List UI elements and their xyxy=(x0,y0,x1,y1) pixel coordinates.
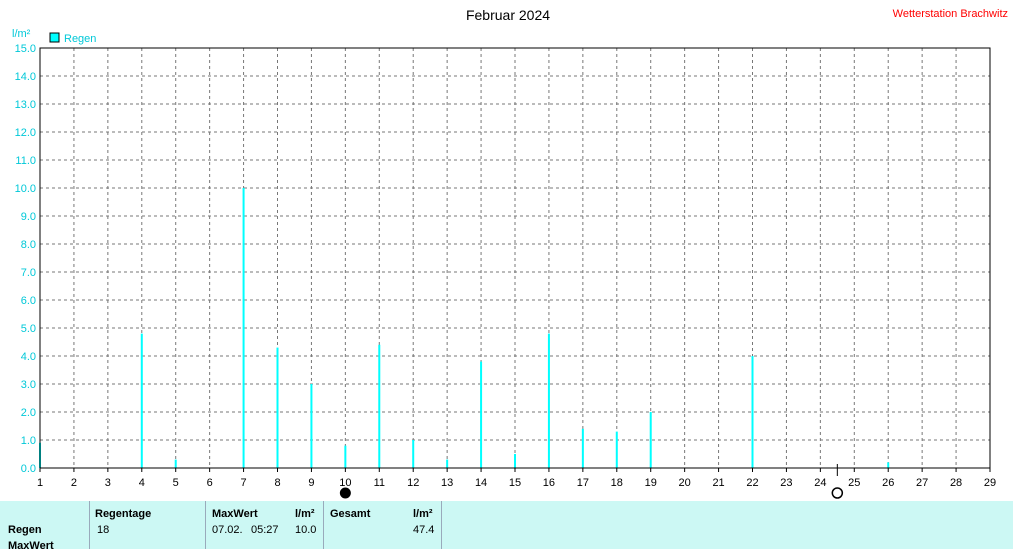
x-tick-label: 1 xyxy=(37,477,43,489)
x-tick-label: 23 xyxy=(780,477,792,489)
summary-divider xyxy=(323,501,324,549)
rain-bar xyxy=(412,440,415,468)
rain-bar xyxy=(581,428,584,468)
x-tick-label: 27 xyxy=(916,477,928,489)
y-tick-label: 8.0 xyxy=(21,239,36,251)
x-tick-label: 9 xyxy=(308,477,314,489)
x-tick-label: 14 xyxy=(475,477,487,489)
new-moon-icon xyxy=(339,487,351,499)
rain-bar xyxy=(615,431,618,468)
maxwert-time: 05:27 xyxy=(251,524,279,536)
y-tick-label: 13.0 xyxy=(15,99,36,111)
summary-divider xyxy=(89,501,90,549)
regentage-header: Regentage xyxy=(95,508,152,520)
x-ticks: 1 2 3 4 5 6 7 8 9 10 11 12 13 14 15 16 17 18 19 20 21 22 23 24 2… xyxy=(37,468,996,489)
station-name: Wetterstation Brachwitz xyxy=(893,8,1008,20)
maxwert-date: 07.02. xyxy=(212,524,243,536)
summary-divider xyxy=(205,501,206,549)
rain-bar xyxy=(649,412,652,468)
x-tick-label: 26 xyxy=(882,477,894,489)
y-tick-label: 4.0 xyxy=(21,351,36,363)
y-tick-label: 3.0 xyxy=(21,379,36,391)
regentage-value: 18 xyxy=(97,524,110,536)
x-tick-label: 7 xyxy=(241,477,247,489)
legend-label: Regen xyxy=(64,33,96,45)
y-tick-label: 1.0 xyxy=(21,435,36,447)
x-tick-label: 19 xyxy=(645,477,657,489)
x-tick-label: 6 xyxy=(207,477,213,489)
rain-bar xyxy=(242,188,245,468)
summary-row-label-maxwert: MaxWert xyxy=(8,540,54,552)
gesamt-header: Gesamt xyxy=(330,508,371,520)
summary-panel: Regen MaxWert Regentage 18 MaxWert l/m² … xyxy=(0,501,1013,552)
y-tick-label: 7.0 xyxy=(21,267,36,279)
x-tick-label: 22 xyxy=(746,477,758,489)
gesamt-unit: l/m² xyxy=(413,508,433,520)
x-tick-label: 12 xyxy=(407,477,419,489)
rain-bar xyxy=(480,361,483,468)
moon-phases xyxy=(339,464,844,499)
maxwert-value: 10.0 xyxy=(295,524,317,536)
rain-bar xyxy=(514,454,516,468)
rain-bar xyxy=(887,462,890,468)
x-tick-label: 17 xyxy=(577,477,589,489)
maxwert-header: MaxWert xyxy=(212,508,258,520)
y-tick-label: 5.0 xyxy=(21,323,36,335)
x-tick-label: 18 xyxy=(611,477,623,489)
chart-title: Februar 2024 xyxy=(466,7,550,23)
bars xyxy=(39,188,890,468)
rain-bar xyxy=(446,459,449,468)
x-tick-label: 5 xyxy=(173,477,179,489)
maxwert-unit: l/m² xyxy=(295,508,315,520)
rain-bar xyxy=(751,356,754,468)
x-tick-label: 20 xyxy=(679,477,691,489)
y-tick-label: 11.0 xyxy=(15,155,36,167)
y-tick-label: 10.0 xyxy=(15,183,36,195)
rain-bar xyxy=(310,384,313,468)
x-tick-label: 28 xyxy=(950,477,962,489)
y-tick-label: 2.0 xyxy=(21,407,36,419)
x-tick-label: 29 xyxy=(984,477,996,489)
x-tick-label: 4 xyxy=(139,477,145,489)
rain-chart: Februar 2024 Wetterstation Brachwitz l/m… xyxy=(12,7,1008,499)
y-tick-label: 6.0 xyxy=(21,295,36,307)
x-tick-label: 25 xyxy=(848,477,860,489)
rain-bar xyxy=(378,344,381,468)
rain-bar xyxy=(547,333,550,468)
gesamt-value: 47.4 xyxy=(413,524,435,536)
x-tick-label: 11 xyxy=(374,477,385,489)
x-tick-label: 3 xyxy=(105,477,111,489)
y-tick-label: 0.0 xyxy=(21,463,36,475)
grid xyxy=(40,48,990,468)
rain-bar xyxy=(174,459,177,468)
rain-bar xyxy=(344,445,347,468)
x-tick-label: 24 xyxy=(814,477,826,489)
x-tick-label: 2 xyxy=(71,477,77,489)
x-tick-label: 8 xyxy=(274,477,280,489)
summary-divider xyxy=(441,501,442,549)
x-tick-label: 10 xyxy=(339,477,351,489)
legend-swatch xyxy=(49,32,60,43)
rain-bar xyxy=(140,333,143,468)
x-tick-label: 15 xyxy=(509,477,521,489)
full-moon-icon xyxy=(831,487,844,499)
y-tick-label: 14.0 xyxy=(15,71,36,83)
y-axis-unit: l/m² xyxy=(12,28,31,40)
rain-bar xyxy=(276,347,279,468)
y-tick-label: 9.0 xyxy=(21,211,36,223)
x-tick-label: 21 xyxy=(712,477,724,489)
x-tick-label: 13 xyxy=(441,477,453,489)
y-tick-label: 12.0 xyxy=(15,127,36,139)
y-ticks: 0.0 1.0 2.0 3.0 4.0 5.0 6.0 7.0 8.0 9.0 10.0 11.0 12… xyxy=(15,43,36,475)
x-tick-label: 16 xyxy=(543,477,555,489)
summary-row-label: Regen xyxy=(8,524,42,536)
y-tick-label: 15.0 xyxy=(15,43,36,55)
